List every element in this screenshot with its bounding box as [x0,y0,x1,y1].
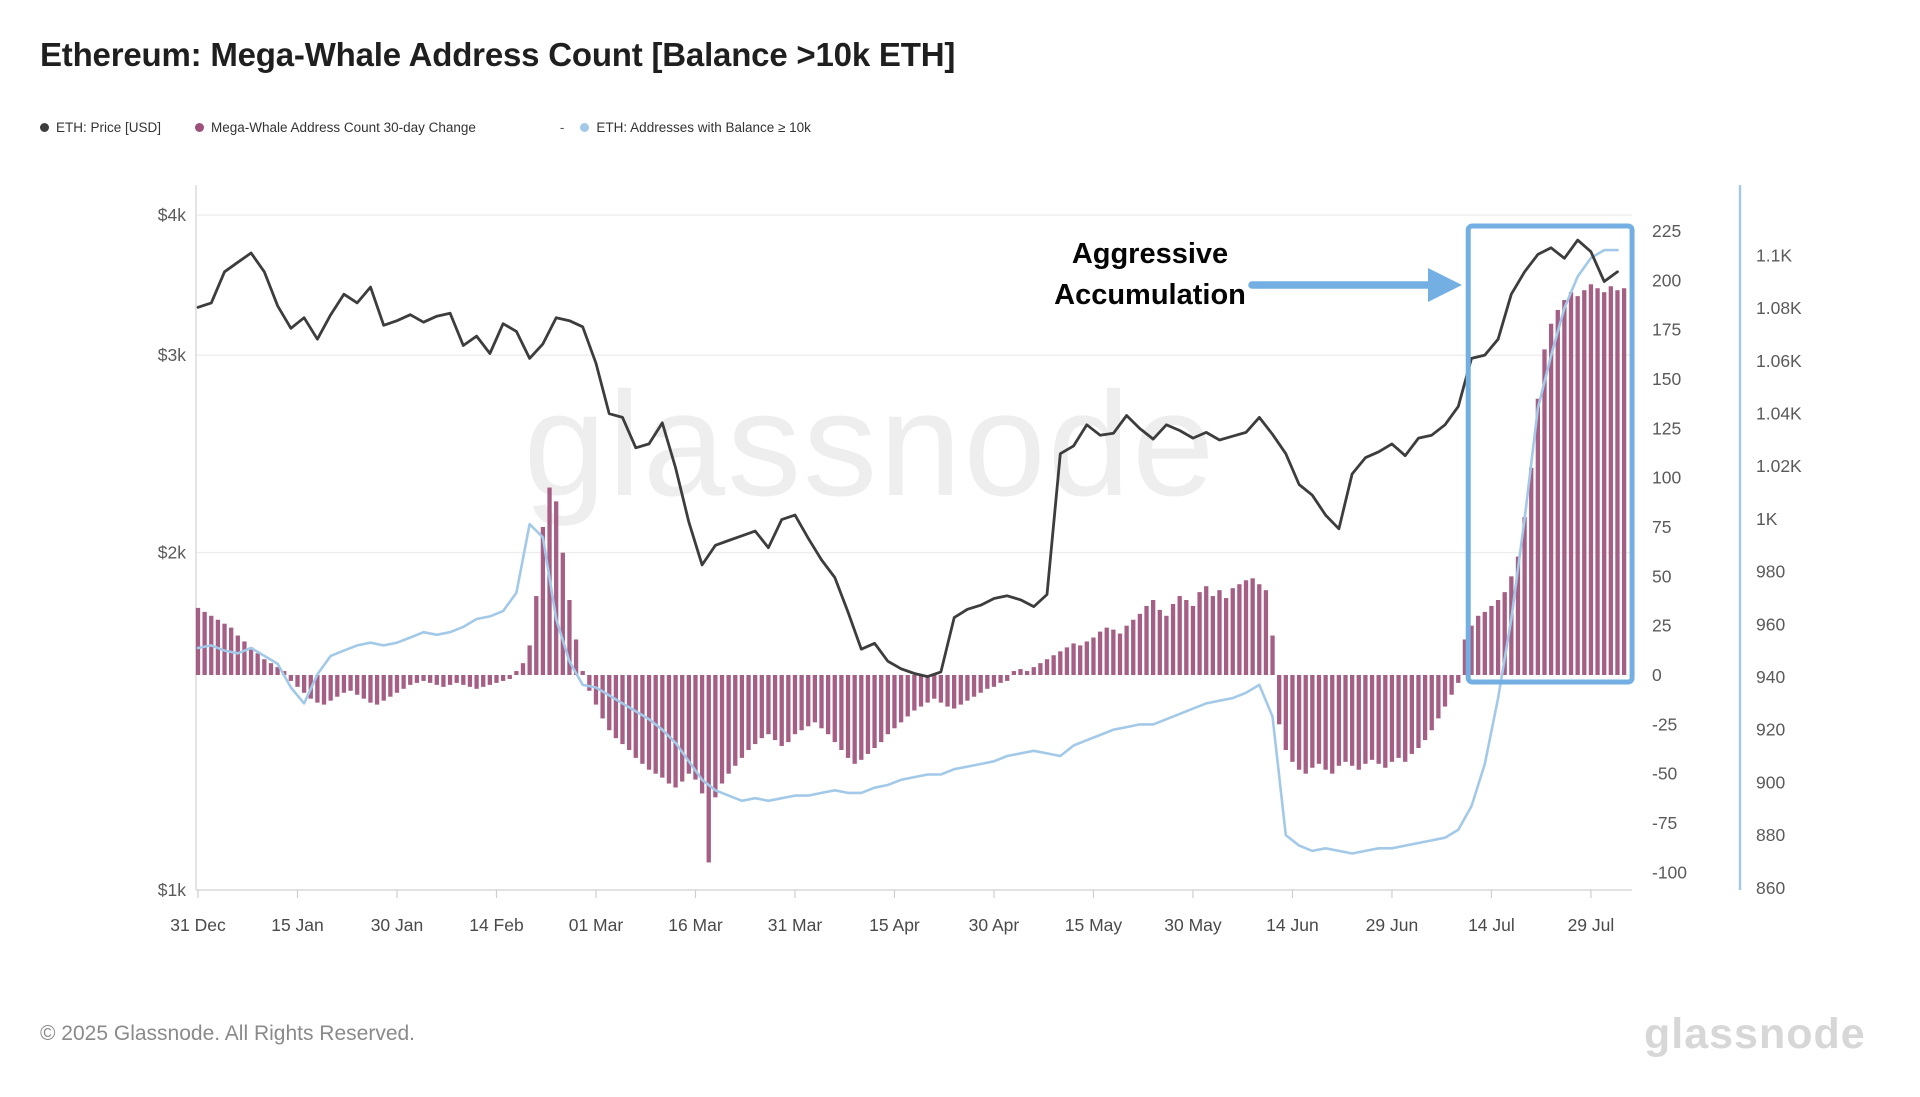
svg-text:860: 860 [1756,878,1785,898]
legend-item-change-label: Mega-Whale Address Count 30-day Change [211,120,476,135]
svg-text:14 Jun: 14 Jun [1266,915,1319,935]
svg-text:1.08K: 1.08K [1756,298,1802,318]
annotation-line2: Accumulation [1054,279,1246,311]
svg-text:1K: 1K [1756,509,1778,529]
price-series-dot-icon [40,123,49,132]
svg-text:150: 150 [1652,369,1681,389]
legend-item-addresses-label: ETH: Addresses with Balance ≥ 10k [596,120,811,135]
svg-text:1.04K: 1.04K [1756,404,1802,424]
svg-text:25: 25 [1652,616,1671,636]
svg-text:30 Apr: 30 Apr [969,915,1020,935]
svg-text:200: 200 [1652,270,1681,290]
svg-text:940: 940 [1756,667,1785,687]
svg-text:-75: -75 [1652,813,1677,833]
svg-text:75: 75 [1652,517,1671,537]
svg-text:920: 920 [1756,720,1785,740]
copyright-text: © 2025 Glassnode. All Rights Reserved. [40,1022,416,1045]
chart-title: Ethereum: Mega-Whale Address Count [Bala… [40,36,956,73]
addresses-series-dot-icon [580,123,590,132]
svg-text:30 Jan: 30 Jan [371,915,424,935]
svg-text:1.06K: 1.06K [1756,351,1802,371]
svg-text:30 May: 30 May [1164,915,1222,935]
svg-text:14 Feb: 14 Feb [469,915,523,935]
svg-text:01 Mar: 01 Mar [569,915,624,935]
svg-text:-100: -100 [1652,862,1687,882]
svg-text:15 Jan: 15 Jan [271,915,324,935]
svg-text:960: 960 [1756,614,1785,634]
svg-text:-25: -25 [1652,714,1677,734]
svg-text:31 Dec: 31 Dec [170,915,226,935]
svg-text:29 Jun: 29 Jun [1366,915,1419,935]
legend-item-change[interactable]: Mega-Whale Address Count 30-day Change [195,120,476,135]
svg-text:31 Mar: 31 Mar [768,915,823,935]
svg-text:$4k: $4k [158,205,186,225]
glassnode-watermark: glassnode [523,362,1217,527]
svg-text:100: 100 [1652,468,1681,488]
svg-text:29 Jul: 29 Jul [1568,915,1615,935]
legend-item-price-label: ETH: Price [USD] [56,120,162,135]
svg-text:$1k: $1k [158,880,186,900]
svg-text:175: 175 [1652,320,1681,340]
svg-text:900: 900 [1756,772,1785,792]
svg-text:1.02K: 1.02K [1756,456,1802,476]
svg-text:-50: -50 [1652,764,1678,784]
svg-text:0: 0 [1652,665,1662,685]
svg-text:14 Jul: 14 Jul [1468,915,1515,935]
svg-text:15 Apr: 15 Apr [869,915,920,935]
legend-separator: - [559,120,565,135]
svg-text:16 Mar: 16 Mar [668,915,723,935]
svg-text:980: 980 [1756,562,1785,582]
legend: ETH: Price [USD] Mega-Whale Address Coun… [40,120,811,135]
annotation-text: Aggressive Accumulation [1054,234,1246,316]
svg-text:$2k: $2k [158,543,186,563]
svg-text:50: 50 [1652,566,1672,586]
svg-text:225: 225 [1652,221,1681,241]
legend-item-price[interactable]: ETH: Price [USD] [40,120,161,135]
svg-text:880: 880 [1756,825,1785,845]
svg-text:1.1K: 1.1K [1756,245,1792,265]
glassnode-logo: glassnode [1644,1010,1866,1058]
annotation-line1: Aggressive [1071,238,1229,270]
svg-text:$3k: $3k [158,345,186,365]
svg-text:125: 125 [1652,418,1681,438]
svg-text:15 May: 15 May [1065,915,1123,935]
legend-item-addresses[interactable]: ETH: Addresses with Balance ≥ 10k [580,120,811,135]
change-series-dot-icon [195,123,205,132]
